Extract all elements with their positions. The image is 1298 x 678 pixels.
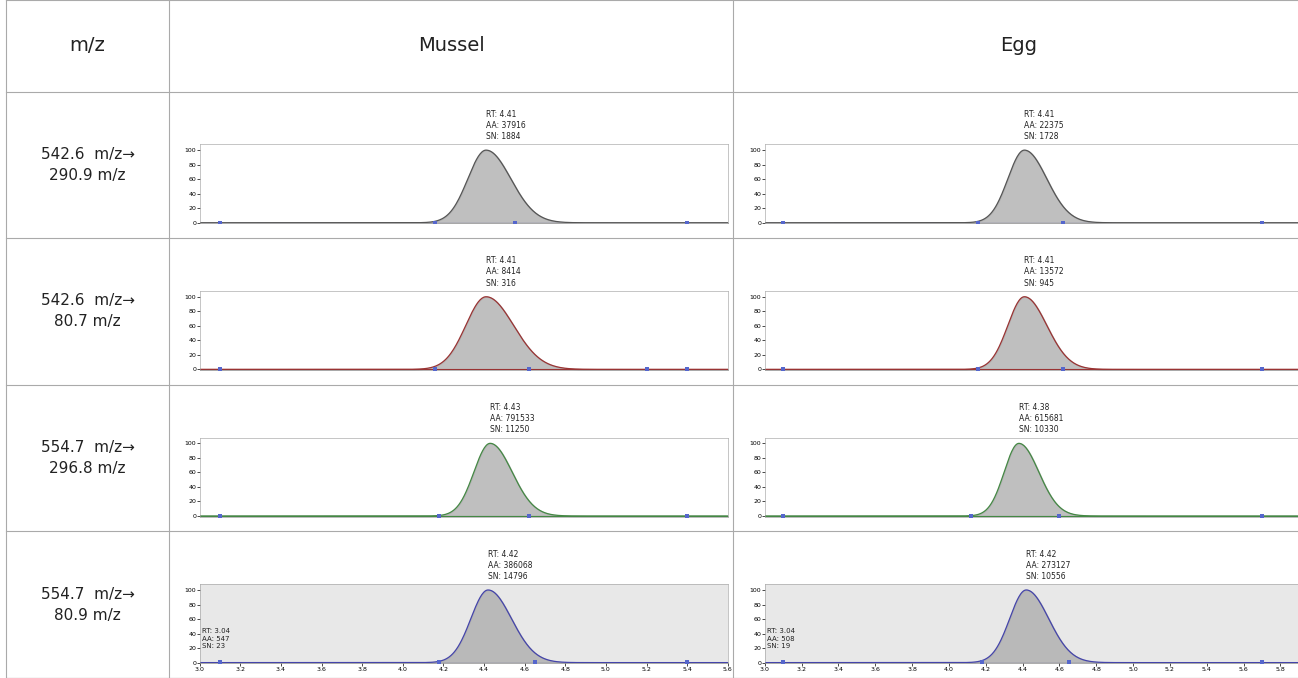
Text: 542.6  m/z→
290.9 m/z: 542.6 m/z→ 290.9 m/z	[40, 147, 135, 183]
Text: RT: 4.38
AA: 615681
SN: 10330: RT: 4.38 AA: 615681 SN: 10330	[1019, 403, 1063, 434]
Text: 554.7  m/z→
80.9 m/z: 554.7 m/z→ 80.9 m/z	[40, 586, 135, 622]
Text: RT: 3.04
AA: 508
SN: 19: RT: 3.04 AA: 508 SN: 19	[767, 628, 796, 649]
Text: 542.6  m/z→
80.7 m/z: 542.6 m/z→ 80.7 m/z	[40, 294, 135, 330]
Text: m/z: m/z	[70, 36, 105, 56]
Text: RT: 4.41
AA: 8414
SN: 316: RT: 4.41 AA: 8414 SN: 316	[485, 256, 520, 287]
Text: Egg: Egg	[1001, 36, 1037, 56]
Text: RT: 4.43
AA: 791533
SN: 11250: RT: 4.43 AA: 791533 SN: 11250	[491, 403, 535, 434]
Text: RT: 4.41
AA: 22375
SN: 1728: RT: 4.41 AA: 22375 SN: 1728	[1024, 110, 1064, 141]
Text: 554.7  m/z→
296.8 m/z: 554.7 m/z→ 296.8 m/z	[40, 440, 135, 476]
Text: RT: 3.04
AA: 547
SN: 23: RT: 3.04 AA: 547 SN: 23	[202, 628, 230, 649]
Text: RT: 4.42
AA: 273127
SN: 10556: RT: 4.42 AA: 273127 SN: 10556	[1027, 550, 1071, 581]
Text: RT: 4.41
AA: 13572
SN: 945: RT: 4.41 AA: 13572 SN: 945	[1024, 256, 1064, 287]
Text: Mussel: Mussel	[418, 36, 484, 56]
Text: RT: 4.41
AA: 37916
SN: 1884: RT: 4.41 AA: 37916 SN: 1884	[485, 110, 526, 141]
Text: RT: 4.42
AA: 386068
SN: 14796: RT: 4.42 AA: 386068 SN: 14796	[488, 550, 532, 581]
